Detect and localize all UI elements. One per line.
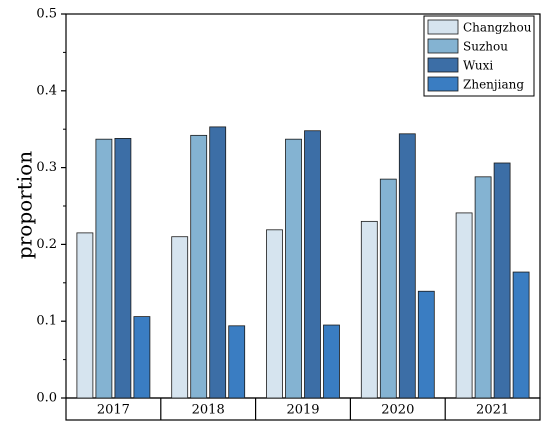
legend: Changzhou Suzhou Wuxi Zhenjiang — [423, 15, 535, 97]
bar-zhenjiang-2017 — [133, 316, 151, 399]
legend-label-wuxi: Wuxi — [463, 59, 493, 73]
x-tick-label: 2020 — [381, 403, 414, 418]
legend-swatch-suzhou — [427, 38, 459, 54]
bar-zhenjiang-2019 — [323, 324, 340, 399]
legend-label-zhenjiang: Zhenjiang — [463, 78, 524, 92]
bar-wuxi-2018 — [209, 126, 227, 399]
bar-zhenjiang-2020 — [417, 290, 435, 399]
legend-swatch-wuxi — [427, 57, 459, 73]
y-tick-label: 0.0 — [36, 391, 57, 406]
x-tick-label: 2021 — [476, 403, 509, 418]
x-category-band — [65, 397, 541, 421]
legend-swatch-zhenjiang — [427, 76, 459, 92]
legend-label-suzhou: Suzhou — [463, 40, 508, 54]
y-tick-label: 0.3 — [36, 160, 57, 175]
x-tick-label: 2017 — [97, 403, 130, 418]
x-axis: 2017 2018 2019 2020 2021 — [97, 398, 509, 420]
bar-wuxi-2021 — [493, 162, 511, 399]
bar-suzhou-2021 — [474, 176, 492, 399]
y-axis-title: proportion — [13, 151, 37, 259]
x-tick-label: 2018 — [192, 403, 225, 418]
legend-label-changzhou: Changzhou — [463, 21, 532, 35]
bar-wuxi-2020 — [398, 133, 416, 399]
y-tick-label: 0.2 — [36, 237, 57, 252]
bar-suzhou-2017 — [95, 138, 113, 399]
bar-changzhou-2020 — [360, 220, 378, 399]
bar-wuxi-2017 — [114, 138, 132, 399]
bar-changzhou-2018 — [171, 236, 189, 399]
bar-suzhou-2018 — [190, 134, 208, 399]
bars-layer — [76, 126, 530, 399]
legend-swatch-changzhou — [427, 19, 459, 35]
y-tick-label: 0.4 — [36, 83, 57, 98]
bar-changzhou-2019 — [266, 229, 283, 399]
y-axis: 0.0 0.1 0.2 0.3 0.4 0.5 — [36, 7, 66, 406]
y-tick-label: 0.1 — [36, 314, 57, 329]
x-tick-label: 2019 — [286, 403, 319, 418]
bar-suzhou-2020 — [379, 178, 397, 399]
bar-changzhou-2017 — [76, 232, 94, 399]
bar-zhenjiang-2018 — [228, 325, 246, 399]
bar-zhenjiang-2021 — [512, 271, 530, 399]
bar-suzhou-2019 — [285, 138, 302, 399]
y-tick-label: 0.5 — [36, 7, 57, 22]
bar-changzhou-2021 — [455, 212, 473, 399]
bar-wuxi-2019 — [304, 130, 321, 399]
